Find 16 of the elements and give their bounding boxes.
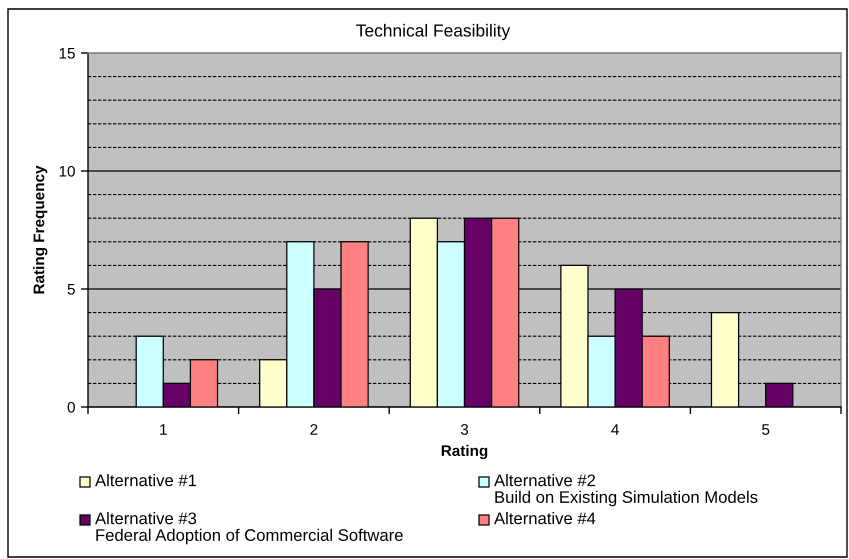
- legend-label: Alternative #2 Build on Existing Simulation Models: [494, 474, 758, 506]
- y-tick-label: 10: [60, 166, 75, 177]
- legend-label: Alternative #1: [95, 474, 196, 486]
- x-axis-title: Rating: [442, 444, 488, 460]
- y-axis-title: Rating Frequency: [33, 166, 48, 294]
- x-tick-label: 5: [762, 424, 770, 435]
- x-tick-label: 2: [310, 424, 318, 435]
- y-tick-label: 15: [60, 48, 75, 59]
- legend-label: Alternative #4: [494, 512, 596, 524]
- x-tick-label: 4: [611, 424, 619, 435]
- y-tick-label: 5: [68, 284, 75, 295]
- x-tick-label: 3: [460, 424, 468, 435]
- chart-title: Technical Feasibility: [356, 24, 510, 40]
- legend-label: Alternative #3 Federal Adoption of Commercial Software: [95, 512, 403, 544]
- x-tick-label: 1: [160, 424, 167, 435]
- y-tick-label: 0: [68, 402, 75, 413]
